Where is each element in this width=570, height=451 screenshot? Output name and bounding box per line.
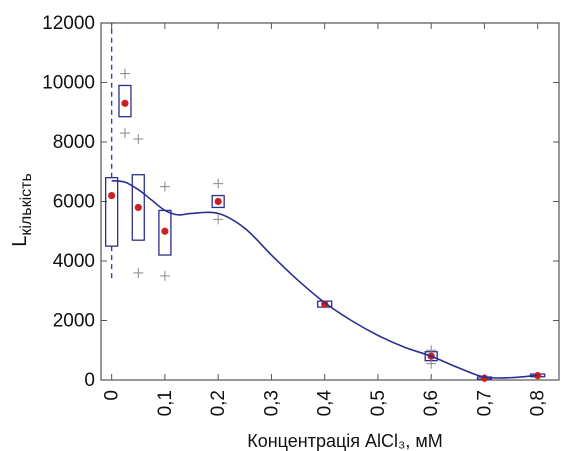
- y-tick-label: 6000: [53, 192, 95, 213]
- y-tick-label: 0: [84, 370, 95, 391]
- fit-curve: [111, 179, 538, 379]
- y-tick-label: 12000: [42, 13, 95, 34]
- box-group: [211, 178, 225, 225]
- box-median: [121, 99, 129, 107]
- x-tick-label: 0,8: [528, 390, 549, 416]
- box-body: [131, 174, 145, 241]
- y-axis-label-sub: кількість: [18, 173, 35, 235]
- box-body: [211, 194, 225, 209]
- x-tick-label: 0,6: [421, 390, 442, 416]
- box-median: [108, 191, 116, 200]
- x-tick-label: 0,1: [155, 390, 176, 416]
- x-axis: 0 0,1 0,2 0,3 0,4 0,5 0,6 0,7 0,8: [102, 23, 549, 416]
- x-tick-label: 0: [102, 390, 123, 401]
- x-tick-label: 0,2: [208, 390, 229, 416]
- x-tick-label: 0,5: [368, 390, 389, 416]
- box-body: [118, 84, 132, 118]
- y-tick-label: 2000: [53, 311, 95, 332]
- svg-text:Lкількість: Lкількість: [9, 173, 35, 247]
- x-tick-label: 0,3: [261, 390, 282, 416]
- y-axis-label: Lкількість: [9, 173, 35, 247]
- box-group: [158, 181, 172, 281]
- box-body: [105, 177, 119, 247]
- y-tick-label: 4000: [53, 251, 95, 272]
- box-median: [161, 227, 169, 235]
- box-group: [317, 300, 333, 308]
- x-axis-label: Концентрація AlCl₃, мМ: [247, 431, 443, 451]
- x-tick-label: 0,7: [474, 390, 495, 416]
- box-median: [134, 203, 142, 212]
- box-median: [321, 300, 329, 308]
- box-group: [105, 23, 119, 282]
- plot-frame: [100, 22, 560, 381]
- box-group: [424, 345, 438, 369]
- box-group: [131, 134, 145, 278]
- box-series: [105, 23, 546, 382]
- x-tick-label: 0,4: [315, 390, 336, 417]
- y-axis-label-main: L: [9, 236, 31, 247]
- box-group: [118, 68, 132, 139]
- y-tick-label: 10000: [42, 73, 95, 94]
- y-axis: 0 2000 4000 6000 8000 10000 12000: [42, 13, 559, 391]
- box-median: [214, 197, 222, 206]
- y-tick-label: 8000: [53, 132, 95, 153]
